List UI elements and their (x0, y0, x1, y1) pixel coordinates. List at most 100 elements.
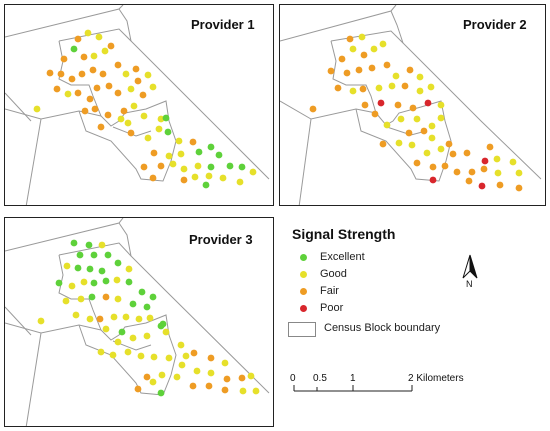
signal-point-good (249, 168, 257, 176)
signal-point-fair (429, 163, 437, 171)
signal-point-good (86, 315, 94, 323)
signal-point-fair (80, 53, 88, 61)
signal-point-good (437, 101, 445, 109)
signal-point-good (397, 115, 405, 123)
signal-point-fair (406, 66, 414, 74)
legend-label-excellent: Excellent (320, 251, 365, 263)
signal-point-good (109, 351, 117, 359)
map-panel-provider-2: Provider 2 (279, 4, 546, 206)
scale-label-2-kilometers: 2 Kilometers (408, 373, 464, 384)
signal-point-fair (53, 85, 61, 93)
signal-point-good (178, 361, 186, 369)
census-boundary-swatch (288, 322, 316, 337)
signal-point-fair (355, 66, 363, 74)
signal-point-fair (102, 293, 110, 301)
legend-dot-excellent (300, 254, 307, 261)
signal-point-good (37, 317, 45, 325)
signal-point-fair (361, 101, 369, 109)
census-boundaries-provider-2 (280, 5, 542, 205)
signal-point-good (493, 155, 501, 163)
signal-point-excellent (118, 328, 126, 336)
scale-label-1: 1 (350, 373, 356, 384)
signal-point-fair (105, 82, 113, 90)
signal-point-good (162, 328, 170, 336)
signal-point-good (370, 45, 378, 53)
map-panel-provider-3: Provider 3 (4, 217, 274, 427)
signal-point-good (180, 165, 188, 173)
signal-point-fair (190, 349, 198, 357)
signal-point-fair (221, 386, 229, 394)
signal-point-good (236, 178, 244, 186)
signal-point-good (125, 265, 133, 273)
signal-point-good (137, 352, 145, 360)
signal-point-good (33, 105, 41, 113)
census-boundaries-provider-3 (5, 218, 270, 426)
signal-point-good (72, 311, 80, 319)
signal-point-good (114, 295, 122, 303)
signal-point-fair (486, 143, 494, 151)
signal-point-excellent (164, 128, 172, 136)
signal-point-good (80, 278, 88, 286)
signal-point-excellent (157, 389, 165, 397)
signal-point-excellent (129, 300, 137, 308)
signal-point-good (494, 169, 502, 177)
signal-point-good (90, 52, 98, 60)
signal-point-fair (334, 84, 342, 92)
signal-point-excellent (202, 181, 210, 189)
signal-point-fair (343, 69, 351, 77)
signal-point-fair (97, 123, 105, 131)
signal-point-fair (327, 67, 335, 75)
signal-point-good (63, 262, 71, 270)
signal-point-good (177, 150, 185, 158)
signal-point-fair (405, 129, 413, 137)
legend-label-fair: Fair (320, 285, 339, 297)
signal-point-fair (394, 101, 402, 109)
signal-point-good (175, 137, 183, 145)
signal-point-fair (107, 42, 115, 50)
signal-point-poor (478, 182, 486, 190)
signal-point-good (392, 72, 400, 80)
signal-point-excellent (207, 163, 215, 171)
signal-point-fair (449, 150, 457, 158)
signal-point-good (413, 115, 421, 123)
signal-point-excellent (76, 251, 84, 259)
signal-point-fair (223, 375, 231, 383)
signal-point-excellent (86, 265, 94, 273)
signal-point-good (155, 125, 163, 133)
signal-point-good (62, 297, 70, 305)
signal-point-fair (60, 55, 68, 63)
legend-dot-good (300, 271, 307, 278)
signal-point-fair (132, 65, 140, 73)
signal-point-good (358, 33, 366, 41)
signal-point-fair (441, 162, 449, 170)
signal-point-good (158, 371, 166, 379)
legend-label-good: Good (320, 268, 347, 280)
signal-point-good (173, 373, 181, 381)
signal-point-excellent (70, 239, 78, 247)
signal-point-fair (379, 140, 387, 148)
signal-point-good (127, 85, 135, 93)
signal-point-good (388, 82, 396, 90)
signal-point-poor (429, 176, 437, 184)
signal-point-good (427, 83, 435, 91)
signal-point-good (252, 387, 260, 395)
signal-point-fair (359, 85, 367, 93)
legend-dot-fair (300, 288, 307, 295)
signal-point-fair (383, 61, 391, 69)
signal-point-good (149, 83, 157, 91)
signal-point-good (349, 45, 357, 53)
signal-point-good (221, 359, 229, 367)
signal-point-good (150, 353, 158, 361)
signal-point-good (349, 87, 357, 95)
signal-point-good (428, 134, 436, 142)
signal-point-excellent (90, 251, 98, 259)
signal-point-fair (413, 159, 421, 167)
signal-point-good (124, 119, 132, 127)
signal-point-good (423, 149, 431, 157)
signal-point-good (98, 241, 106, 249)
signal-point-good (135, 315, 143, 323)
signal-point-fair (309, 105, 317, 113)
signal-point-good (130, 102, 138, 110)
signal-point-good (205, 172, 213, 180)
signal-point-good (191, 173, 199, 181)
